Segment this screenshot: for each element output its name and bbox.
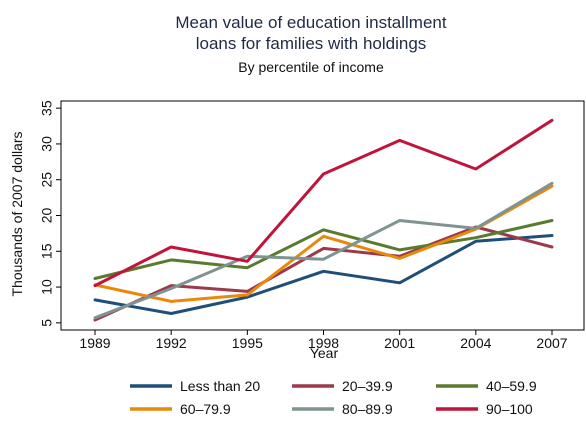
chart-title-line-1: Mean value of education installment bbox=[175, 13, 446, 32]
x-tick-label: 1992 bbox=[156, 335, 187, 351]
legend-label-1: Less than 20 bbox=[180, 378, 260, 394]
y-tick-label: 30 bbox=[39, 136, 55, 152]
x-tick-label: 2007 bbox=[536, 335, 567, 351]
series-line-5 bbox=[93, 181, 554, 320]
series-line-3 bbox=[93, 219, 554, 280]
y-tick-label: 20 bbox=[39, 208, 55, 224]
legend: Less than 20 20–39.9 40–59.9 60–79.9 80–89.9… bbox=[130, 378, 537, 417]
chart-subtitle: By percentile of income bbox=[238, 59, 384, 75]
y-axis-title: Thousands of 2007 dollars bbox=[9, 132, 25, 297]
plot-area: 5 10 15 20 25 30 35 1989 1992 1995 1998 2001 2004 200… bbox=[39, 100, 585, 351]
legend-label-3: 40–59.9 bbox=[486, 378, 537, 394]
y-tick-label: 35 bbox=[39, 100, 55, 116]
legend-label-5: 80–89.9 bbox=[342, 401, 393, 417]
legend-label-6: 90–100 bbox=[486, 401, 533, 417]
legend-label-4: 60–79.9 bbox=[180, 401, 231, 417]
x-tick-label: 1998 bbox=[308, 335, 339, 351]
x-tick-label: 1989 bbox=[79, 335, 110, 351]
x-tick-label: 1995 bbox=[232, 335, 263, 351]
y-tick-label: 5 bbox=[39, 319, 55, 327]
x-axis-title: Year bbox=[310, 345, 339, 361]
legend-label-2: 20–39.9 bbox=[342, 378, 393, 394]
x-tick-label: 2001 bbox=[384, 335, 415, 351]
chart-title-line-2: loans for families with holdings bbox=[196, 34, 427, 53]
series-line-1 bbox=[93, 234, 554, 315]
y-tick-label: 25 bbox=[39, 172, 55, 188]
x-tick-label: 2004 bbox=[460, 335, 491, 351]
y-tick-label: 10 bbox=[39, 279, 55, 295]
series-line-6 bbox=[93, 118, 554, 288]
y-tick-label: 15 bbox=[39, 243, 55, 259]
